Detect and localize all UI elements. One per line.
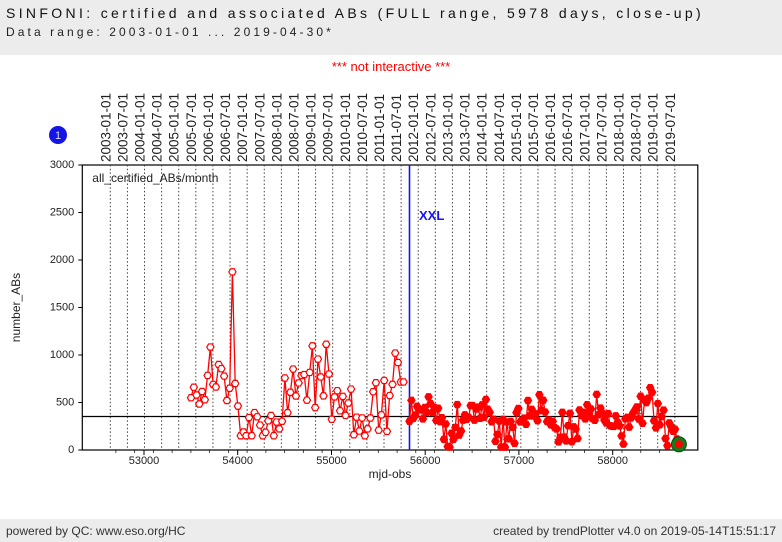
- svg-text:2010-01-01: 2010-01-01: [338, 93, 353, 162]
- svg-text:2014-07-01: 2014-07-01: [492, 93, 507, 162]
- svg-text:2005-07-01: 2005-07-01: [184, 93, 199, 162]
- svg-text:2008-01-01: 2008-01-01: [269, 93, 284, 162]
- svg-text:2008-07-01: 2008-07-01: [286, 93, 301, 162]
- svg-text:2000: 2000: [50, 254, 74, 266]
- svg-text:2018-01-01: 2018-01-01: [612, 93, 627, 162]
- svg-text:58000: 58000: [597, 455, 628, 467]
- svg-text:number_ABs: number_ABs: [9, 273, 23, 342]
- svg-text:53000: 53000: [129, 455, 160, 467]
- svg-text:2011-07-01: 2011-07-01: [389, 94, 404, 162]
- svg-text:XXL: XXL: [419, 208, 444, 223]
- svg-text:55000: 55000: [316, 455, 347, 467]
- svg-text:2004-07-01: 2004-07-01: [150, 93, 165, 162]
- svg-text:2010-07-01: 2010-07-01: [355, 93, 370, 162]
- svg-text:3000: 3000: [50, 159, 74, 171]
- svg-text:2500: 2500: [50, 207, 74, 219]
- svg-text:2017-01-01: 2017-01-01: [577, 93, 592, 162]
- svg-text:2017-07-01: 2017-07-01: [594, 93, 609, 162]
- svg-text:2003-07-01: 2003-07-01: [115, 93, 130, 162]
- svg-text:2012-07-01: 2012-07-01: [423, 93, 438, 162]
- svg-text:2012-01-01: 2012-01-01: [406, 93, 421, 162]
- svg-text:2011-01-01: 2011-01-01: [372, 94, 387, 162]
- svg-text:0: 0: [68, 444, 74, 456]
- svg-text:2007-07-01: 2007-07-01: [252, 93, 267, 162]
- svg-text:1500: 1500: [50, 302, 74, 314]
- svg-text:2015-01-01: 2015-01-01: [509, 93, 524, 162]
- svg-text:2015-07-01: 2015-07-01: [526, 93, 541, 162]
- svg-text:2013-01-01: 2013-01-01: [440, 93, 455, 162]
- svg-text:2013-07-01: 2013-07-01: [458, 93, 473, 162]
- svg-text:2016-07-01: 2016-07-01: [560, 93, 575, 162]
- svg-text:2019-01-01: 2019-01-01: [646, 93, 661, 162]
- svg-text:2006-01-01: 2006-01-01: [201, 93, 216, 162]
- svg-text:2019-07-01: 2019-07-01: [663, 93, 678, 162]
- svg-text:2009-07-01: 2009-07-01: [321, 93, 336, 162]
- svg-text:mjd-obs: mjd-obs: [369, 467, 412, 481]
- svg-text:500: 500: [56, 397, 74, 409]
- svg-text:2006-07-01: 2006-07-01: [218, 93, 233, 162]
- svg-text:2007-01-01: 2007-01-01: [235, 93, 250, 162]
- svg-text:2003-01-01: 2003-01-01: [98, 93, 113, 162]
- svg-text:1: 1: [55, 130, 61, 142]
- svg-text:54000: 54000: [222, 455, 253, 467]
- svg-text:2016-01-01: 2016-01-01: [543, 93, 558, 162]
- svg-text:2014-01-01: 2014-01-01: [475, 93, 490, 162]
- svg-text:2009-01-01: 2009-01-01: [304, 93, 319, 162]
- svg-text:57000: 57000: [504, 455, 535, 467]
- svg-text:2005-01-01: 2005-01-01: [167, 93, 182, 162]
- svg-text:56000: 56000: [410, 455, 441, 467]
- svg-text:2004-01-01: 2004-01-01: [133, 93, 148, 162]
- svg-text:2018-07-01: 2018-07-01: [629, 93, 644, 162]
- svg-text:1000: 1000: [50, 349, 74, 361]
- svg-text:all_certified_ABs/month: all_certified_ABs/month: [92, 171, 218, 185]
